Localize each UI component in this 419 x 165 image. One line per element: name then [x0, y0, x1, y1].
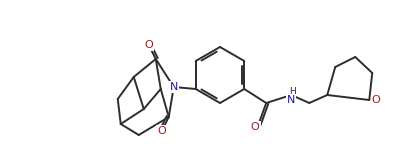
- Text: O: O: [372, 95, 380, 105]
- Text: O: O: [251, 122, 260, 132]
- Text: O: O: [145, 40, 153, 50]
- Text: H: H: [289, 86, 296, 96]
- Text: O: O: [158, 126, 166, 136]
- Text: N: N: [170, 82, 178, 92]
- Text: N: N: [287, 95, 295, 105]
